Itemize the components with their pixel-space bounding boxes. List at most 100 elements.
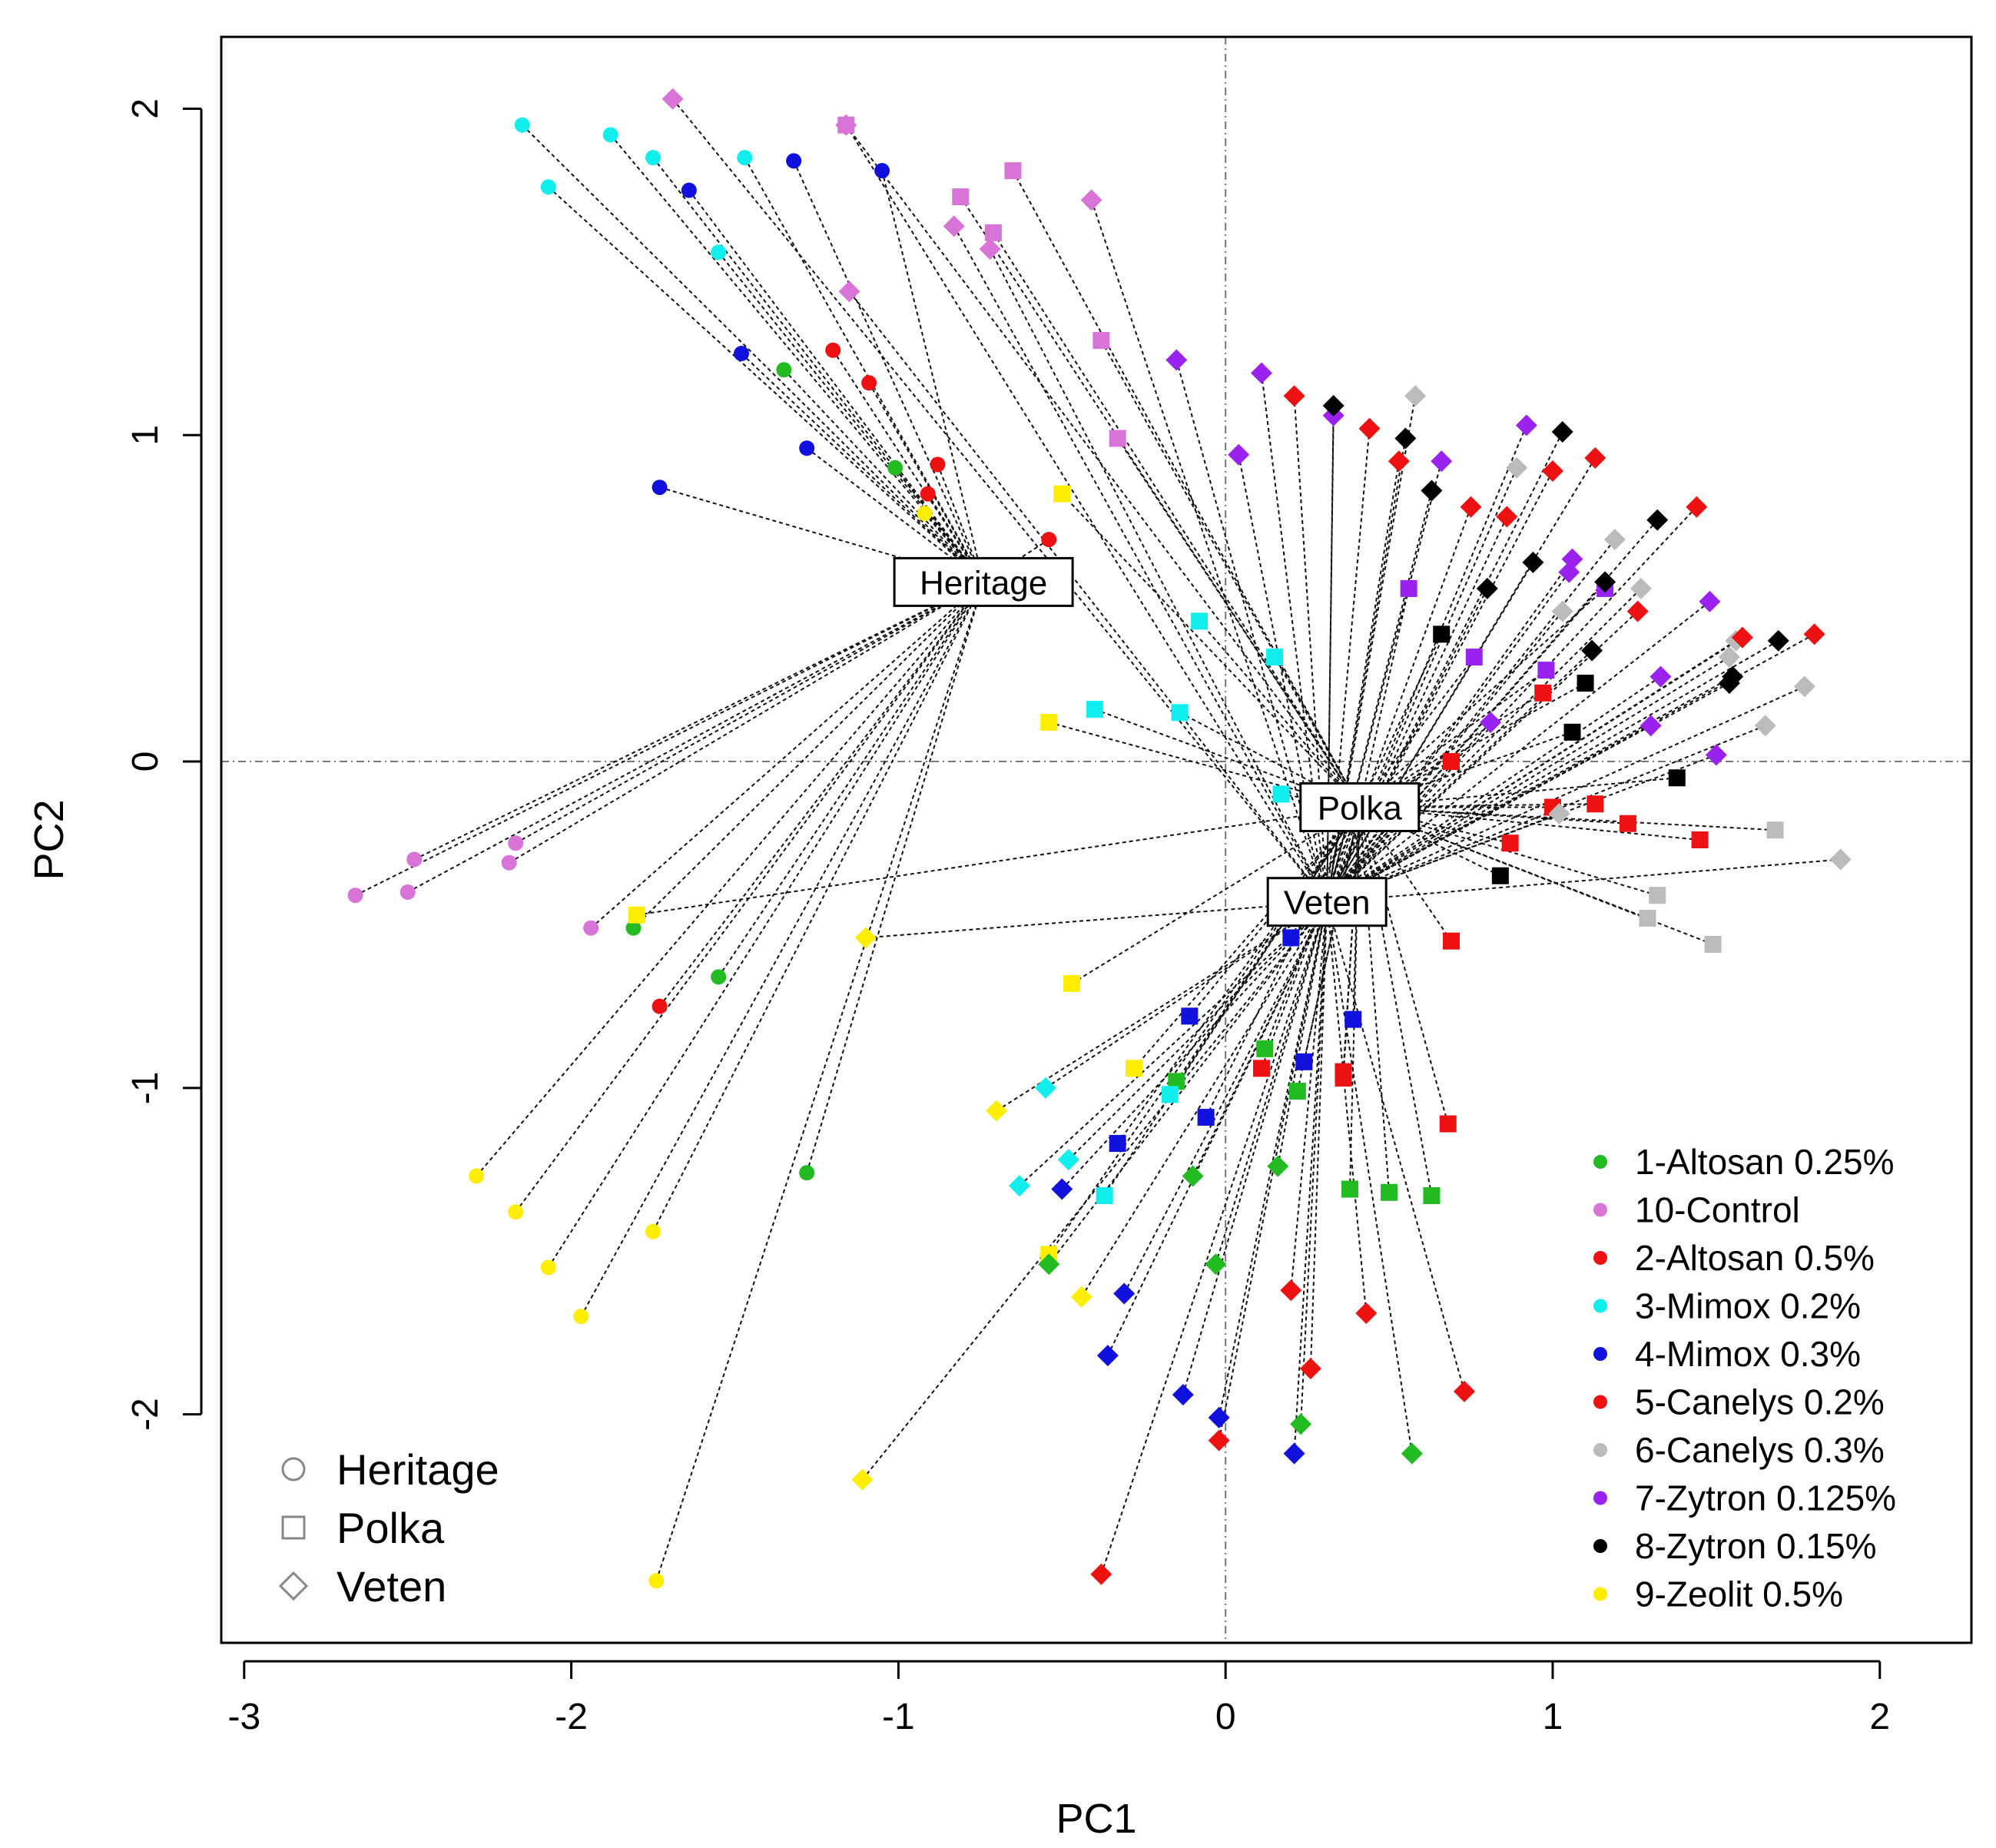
connector-line [522,124,984,583]
data-point-circle [786,153,802,169]
connector-line [1326,396,1417,902]
connector-line [1358,807,1433,1196]
connector-line [636,806,1360,916]
data-point-circle [681,182,697,198]
connector-line [1061,493,1361,808]
data-point-circle [1041,532,1057,548]
connector-line [632,581,984,929]
connector-line [1218,901,1328,1441]
shape-legend-label: Veten [337,1562,446,1611]
connector-line [1019,901,1328,1187]
data-point-square [1563,723,1581,741]
data-point-diamond [1283,385,1305,407]
color-legend-item: 5-Canelys 0.2% [1593,1382,1885,1422]
connector-line [1169,806,1361,1095]
data-point-circle [583,920,599,936]
connector-line [1358,588,1410,808]
data-point-square [1766,821,1784,839]
data-point-square [1266,649,1284,666]
connector-lines [355,98,1841,1581]
x-tick-label: -3 [227,1697,260,1737]
data-point-circle [648,1573,665,1589]
connector-line [1326,438,1407,902]
data-point-square [1191,612,1209,630]
data-point-diamond [1228,443,1250,466]
connector-line [413,581,984,861]
connector-line [1327,858,1841,903]
data-point-diamond [1603,529,1626,551]
data-point-circle [508,1204,524,1220]
connector-line [1218,901,1328,1418]
data-point-square [1040,714,1058,732]
data-point-diamond [1646,509,1669,531]
connector-line [1326,581,1606,903]
color-legend-swatch [1593,1347,1607,1361]
connector-line [718,581,984,977]
data-point-circle [347,888,363,904]
data-point-square [1381,1183,1398,1201]
connector-line [1107,901,1328,1356]
connector-line [1123,901,1328,1294]
connector-line [1045,901,1328,1089]
connector-line [1326,559,1573,903]
data-point-diamond [1008,1175,1030,1197]
y-tick-label: 1 [125,425,166,446]
data-point-circle [861,375,877,391]
data-point-diamond [838,280,860,303]
shape-legend: Heritage Polka Veten [278,1445,499,1611]
data-point-diamond [1404,385,1427,407]
connector-line [509,581,984,864]
connector-line [1326,461,1400,902]
data-point-square [1092,332,1110,350]
connector-line [741,353,984,583]
y-tick-label: -2 [125,1398,166,1431]
color-legend-swatch [1593,1539,1607,1553]
data-point-square [1004,162,1022,180]
data-point-diamond [1394,427,1417,450]
centroid-label: Polka [1299,782,1421,833]
data-point-diamond [1267,1155,1289,1177]
x-tick-label: 2 [1869,1697,1890,1737]
data-point-diamond [1594,571,1616,593]
shape-legend-diamond-icon [278,1571,309,1601]
connector-line [1326,572,1570,903]
data-point-diamond [1522,551,1544,573]
y-tick-label: 0 [125,751,166,772]
color-legend-item: 2-Altosan 0.5% [1593,1238,1875,1278]
connector-line [1326,610,1639,903]
data-point-circle [540,179,556,195]
data-point-square [1534,684,1552,702]
data-point-diamond [1431,450,1453,473]
connector-line [1326,649,1593,903]
data-point-diamond [851,1468,874,1491]
connector-line [1100,340,1361,808]
data-point-square [1096,1187,1113,1205]
color-legend-swatch [1593,1443,1607,1457]
data-point-diamond [1496,506,1518,528]
data-point-square [1161,1086,1179,1103]
connector-line [806,582,985,1173]
data-point-diamond [1460,496,1482,518]
connector-line [1326,516,1508,903]
data-point-diamond [1080,189,1102,211]
data-point-diamond [1476,577,1498,599]
data-point-circle [501,854,517,871]
color-legend-item: 3-Mimox 0.2% [1593,1286,1861,1326]
connector-line [1261,807,1361,1069]
shape-legend-circle-icon [281,1457,306,1481]
data-point-diamond [1113,1282,1136,1305]
connector-line [1326,470,1553,903]
data-point-square [1491,867,1509,884]
color-legend-item: 9-Zeolit 0.5% [1593,1574,1843,1614]
data-point-diamond [1096,1345,1119,1367]
color-legend-swatch [1593,1395,1607,1409]
data-point-square [1442,753,1460,771]
connector-line [1061,901,1328,1190]
data-point-diamond [1051,1178,1073,1200]
data-point-square [628,906,645,924]
data-points [347,88,1852,1589]
data-point-circle [652,998,668,1014]
data-point-diamond [986,1100,1008,1122]
connector-line [1326,506,1472,903]
